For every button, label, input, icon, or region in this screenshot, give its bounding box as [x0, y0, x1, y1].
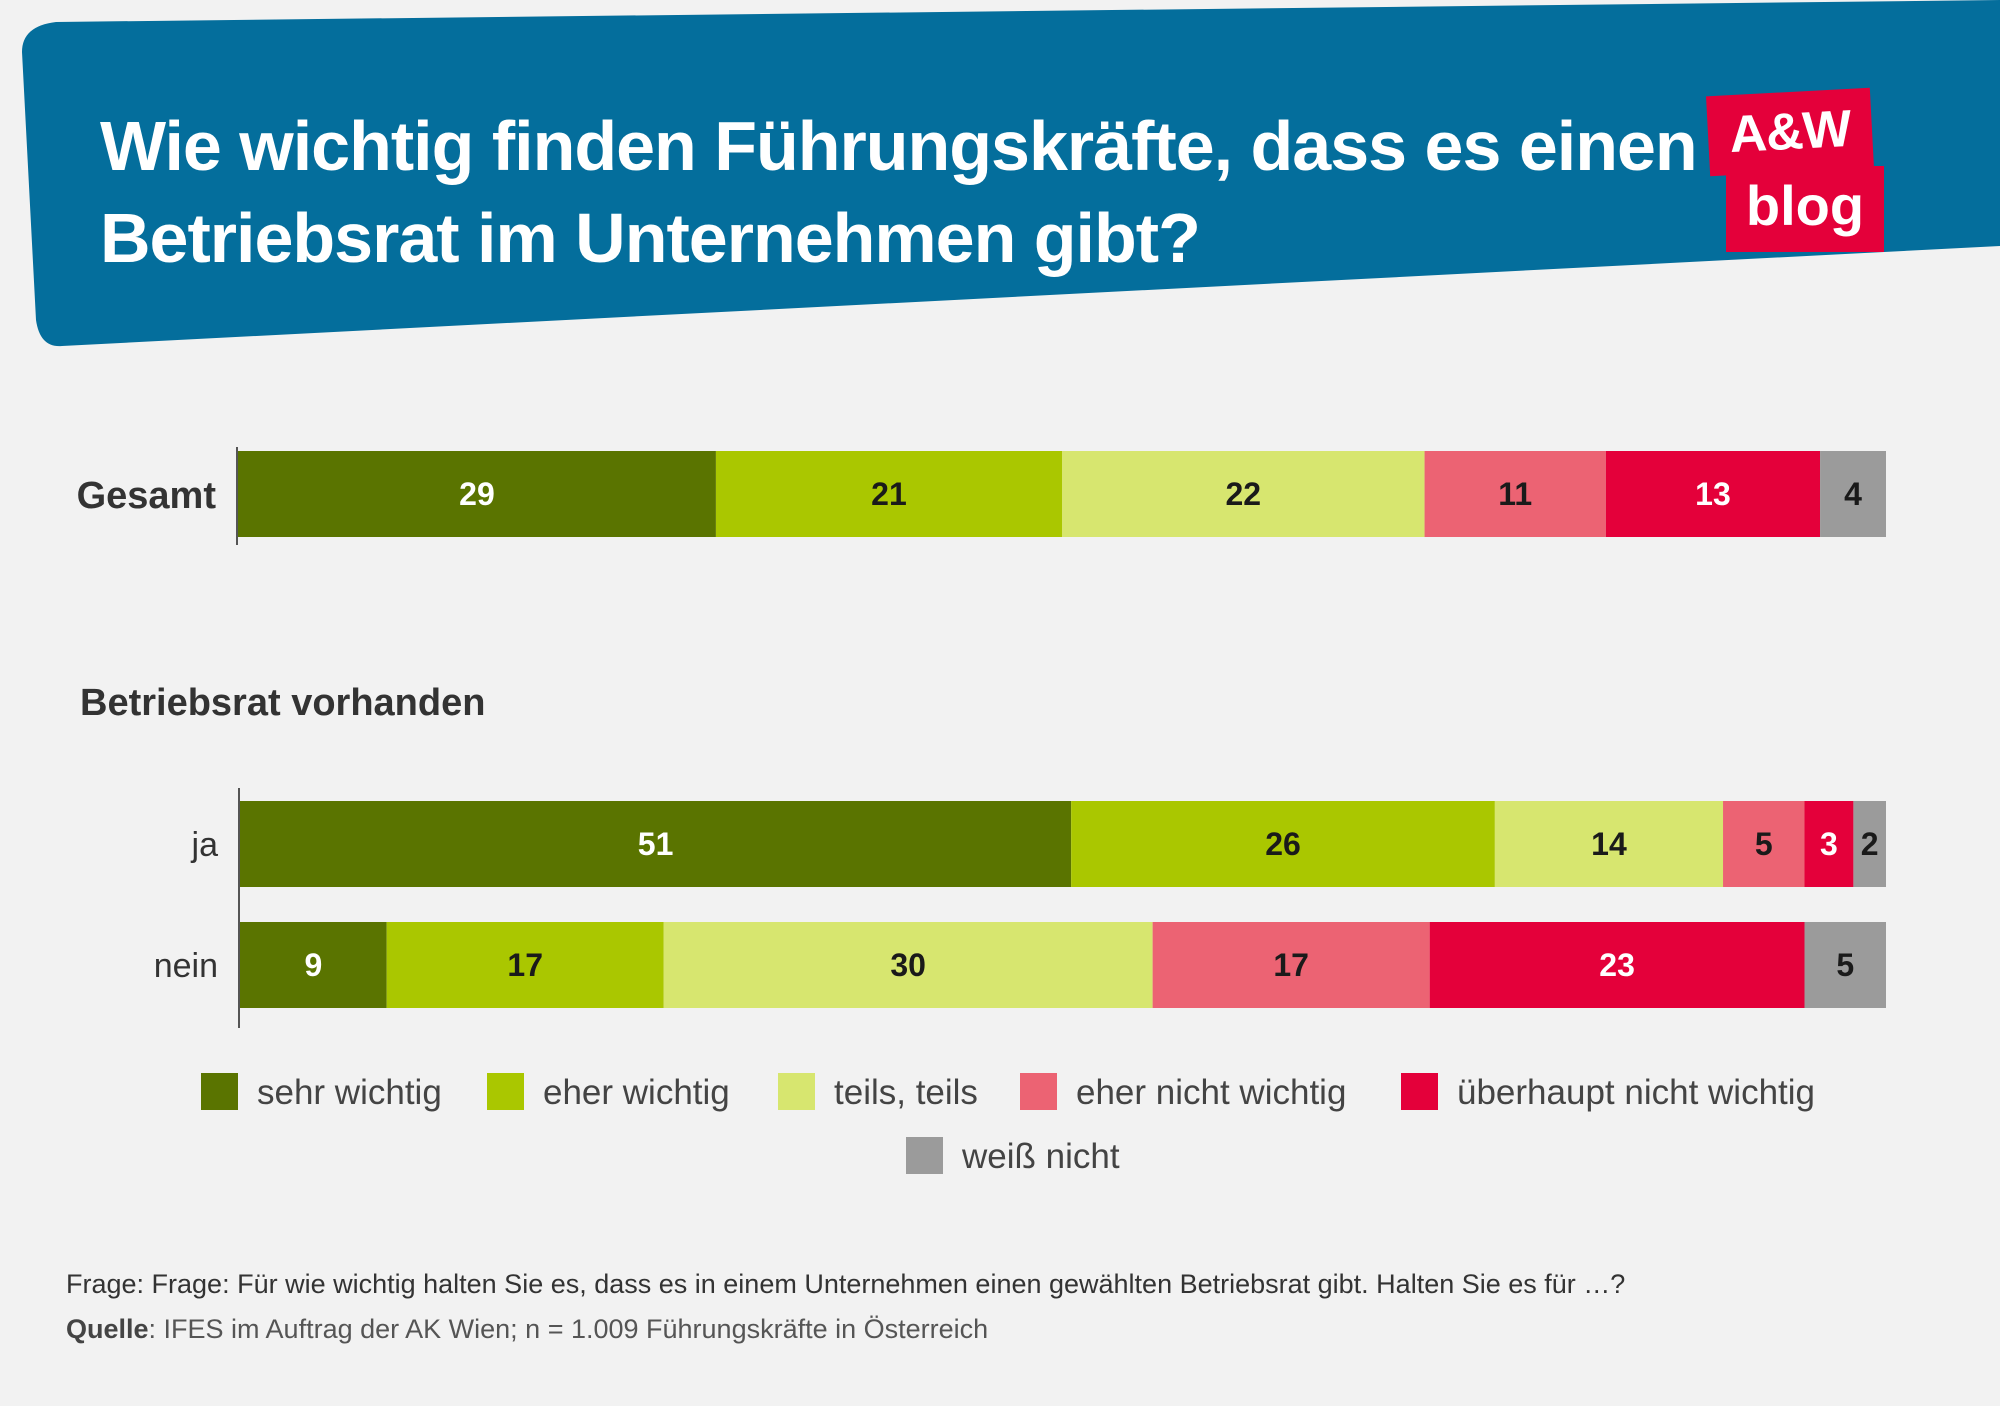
legend-label: weiß nicht — [961, 1137, 1120, 1176]
data-label: 30 — [890, 947, 926, 983]
legend: sehr wichtig eher wichtig teils, teils eher… — [201, 1073, 1815, 1176]
data-label: 4 — [1844, 476, 1862, 512]
data-label: 5 — [1755, 826, 1773, 862]
legend-swatch — [1401, 1073, 1438, 1110]
data-label: 11 — [1498, 476, 1532, 512]
legend-label: teils, teils — [834, 1073, 978, 1112]
data-label: 29 — [459, 476, 495, 512]
data-label: 2 — [1861, 826, 1879, 862]
data-label: 9 — [304, 947, 322, 983]
title-line-1: Wie wichtig finden Führungskräfte, dass … — [100, 107, 1698, 185]
legend-swatch — [1020, 1073, 1057, 1110]
bar-segment — [1429, 922, 1805, 1008]
footnote-source: Quelle: IFES im Auftrag der AK Wien; n =… — [66, 1307, 1946, 1352]
page-title: Wie wichtig finden Führungskräfte, dass … — [100, 100, 1698, 284]
data-label: 3 — [1820, 826, 1838, 862]
legend-label: eher wichtig — [543, 1073, 730, 1112]
data-label: 23 — [1599, 947, 1635, 983]
group-title: Betriebsrat vorhanden — [80, 682, 485, 724]
data-label: 17 — [1273, 947, 1309, 983]
bar-segment — [1804, 801, 1854, 887]
data-label: 5 — [1836, 947, 1854, 983]
row-label-gesamt: Gesamt — [77, 475, 217, 517]
legend-swatch — [778, 1073, 815, 1110]
bar-segment — [663, 922, 1153, 1008]
bars-group: 29 21 22 11 13 451 26 14 5 3 29 17 30 17 23 5 — [238, 451, 1886, 1008]
legend-swatch — [906, 1137, 943, 1174]
data-label: 13 — [1695, 476, 1731, 512]
bar-segment — [1820, 451, 1886, 537]
data-label: 22 — [1225, 476, 1261, 512]
footnote: Frage: Frage: Für wie wichtig halten Sie… — [66, 1262, 1946, 1352]
bar-segment — [1494, 801, 1724, 887]
bar-segment — [240, 922, 387, 1008]
bar-segment — [240, 801, 1072, 887]
data-label: 21 — [871, 476, 907, 512]
stacked-bar-chart: Gesamt Betriebsrat vorhanden ja nein 29 2… — [77, 447, 1886, 1176]
legend-label: überhaupt nicht wichtig — [1457, 1073, 1815, 1112]
row-label-ja: ja — [191, 826, 219, 864]
bar-segment — [1071, 801, 1495, 887]
logo-blog: blog — [1726, 166, 1884, 252]
header-band — [22, 0, 2000, 347]
legend-label: sehr wichtig — [257, 1073, 442, 1112]
title-line-2: Betriebsrat im Unternehmen gibt? — [100, 199, 1201, 277]
bar-segment — [715, 451, 1062, 537]
bar-segment — [1605, 451, 1821, 537]
bar-segment — [1062, 451, 1425, 537]
legend-label: eher nicht wichtig — [1076, 1073, 1346, 1112]
bar-segment — [1804, 922, 1886, 1008]
source-text: : IFES im Auftrag der AK Wien; n = 1.009… — [148, 1314, 989, 1344]
data-label: 51 — [638, 826, 674, 862]
data-label: 14 — [1591, 826, 1627, 862]
row-label-nein: nein — [154, 947, 218, 985]
bar-segment — [386, 922, 664, 1008]
bar-segment — [1723, 801, 1805, 887]
data-label: 26 — [1265, 826, 1301, 862]
legend-swatch — [201, 1073, 238, 1110]
legend-swatch — [487, 1073, 524, 1110]
footnote-question: Frage: Frage: Für wie wichtig halten Sie… — [66, 1269, 1626, 1299]
bar-segment — [238, 451, 716, 537]
data-label: 17 — [507, 947, 543, 983]
bar-segment — [1853, 801, 1886, 887]
source-label: Quelle — [66, 1314, 149, 1344]
bar-segment — [1152, 922, 1430, 1008]
aw-blog-logo[interactable]: A&W blog — [1706, 87, 1884, 252]
bar-segment — [1424, 451, 1606, 537]
